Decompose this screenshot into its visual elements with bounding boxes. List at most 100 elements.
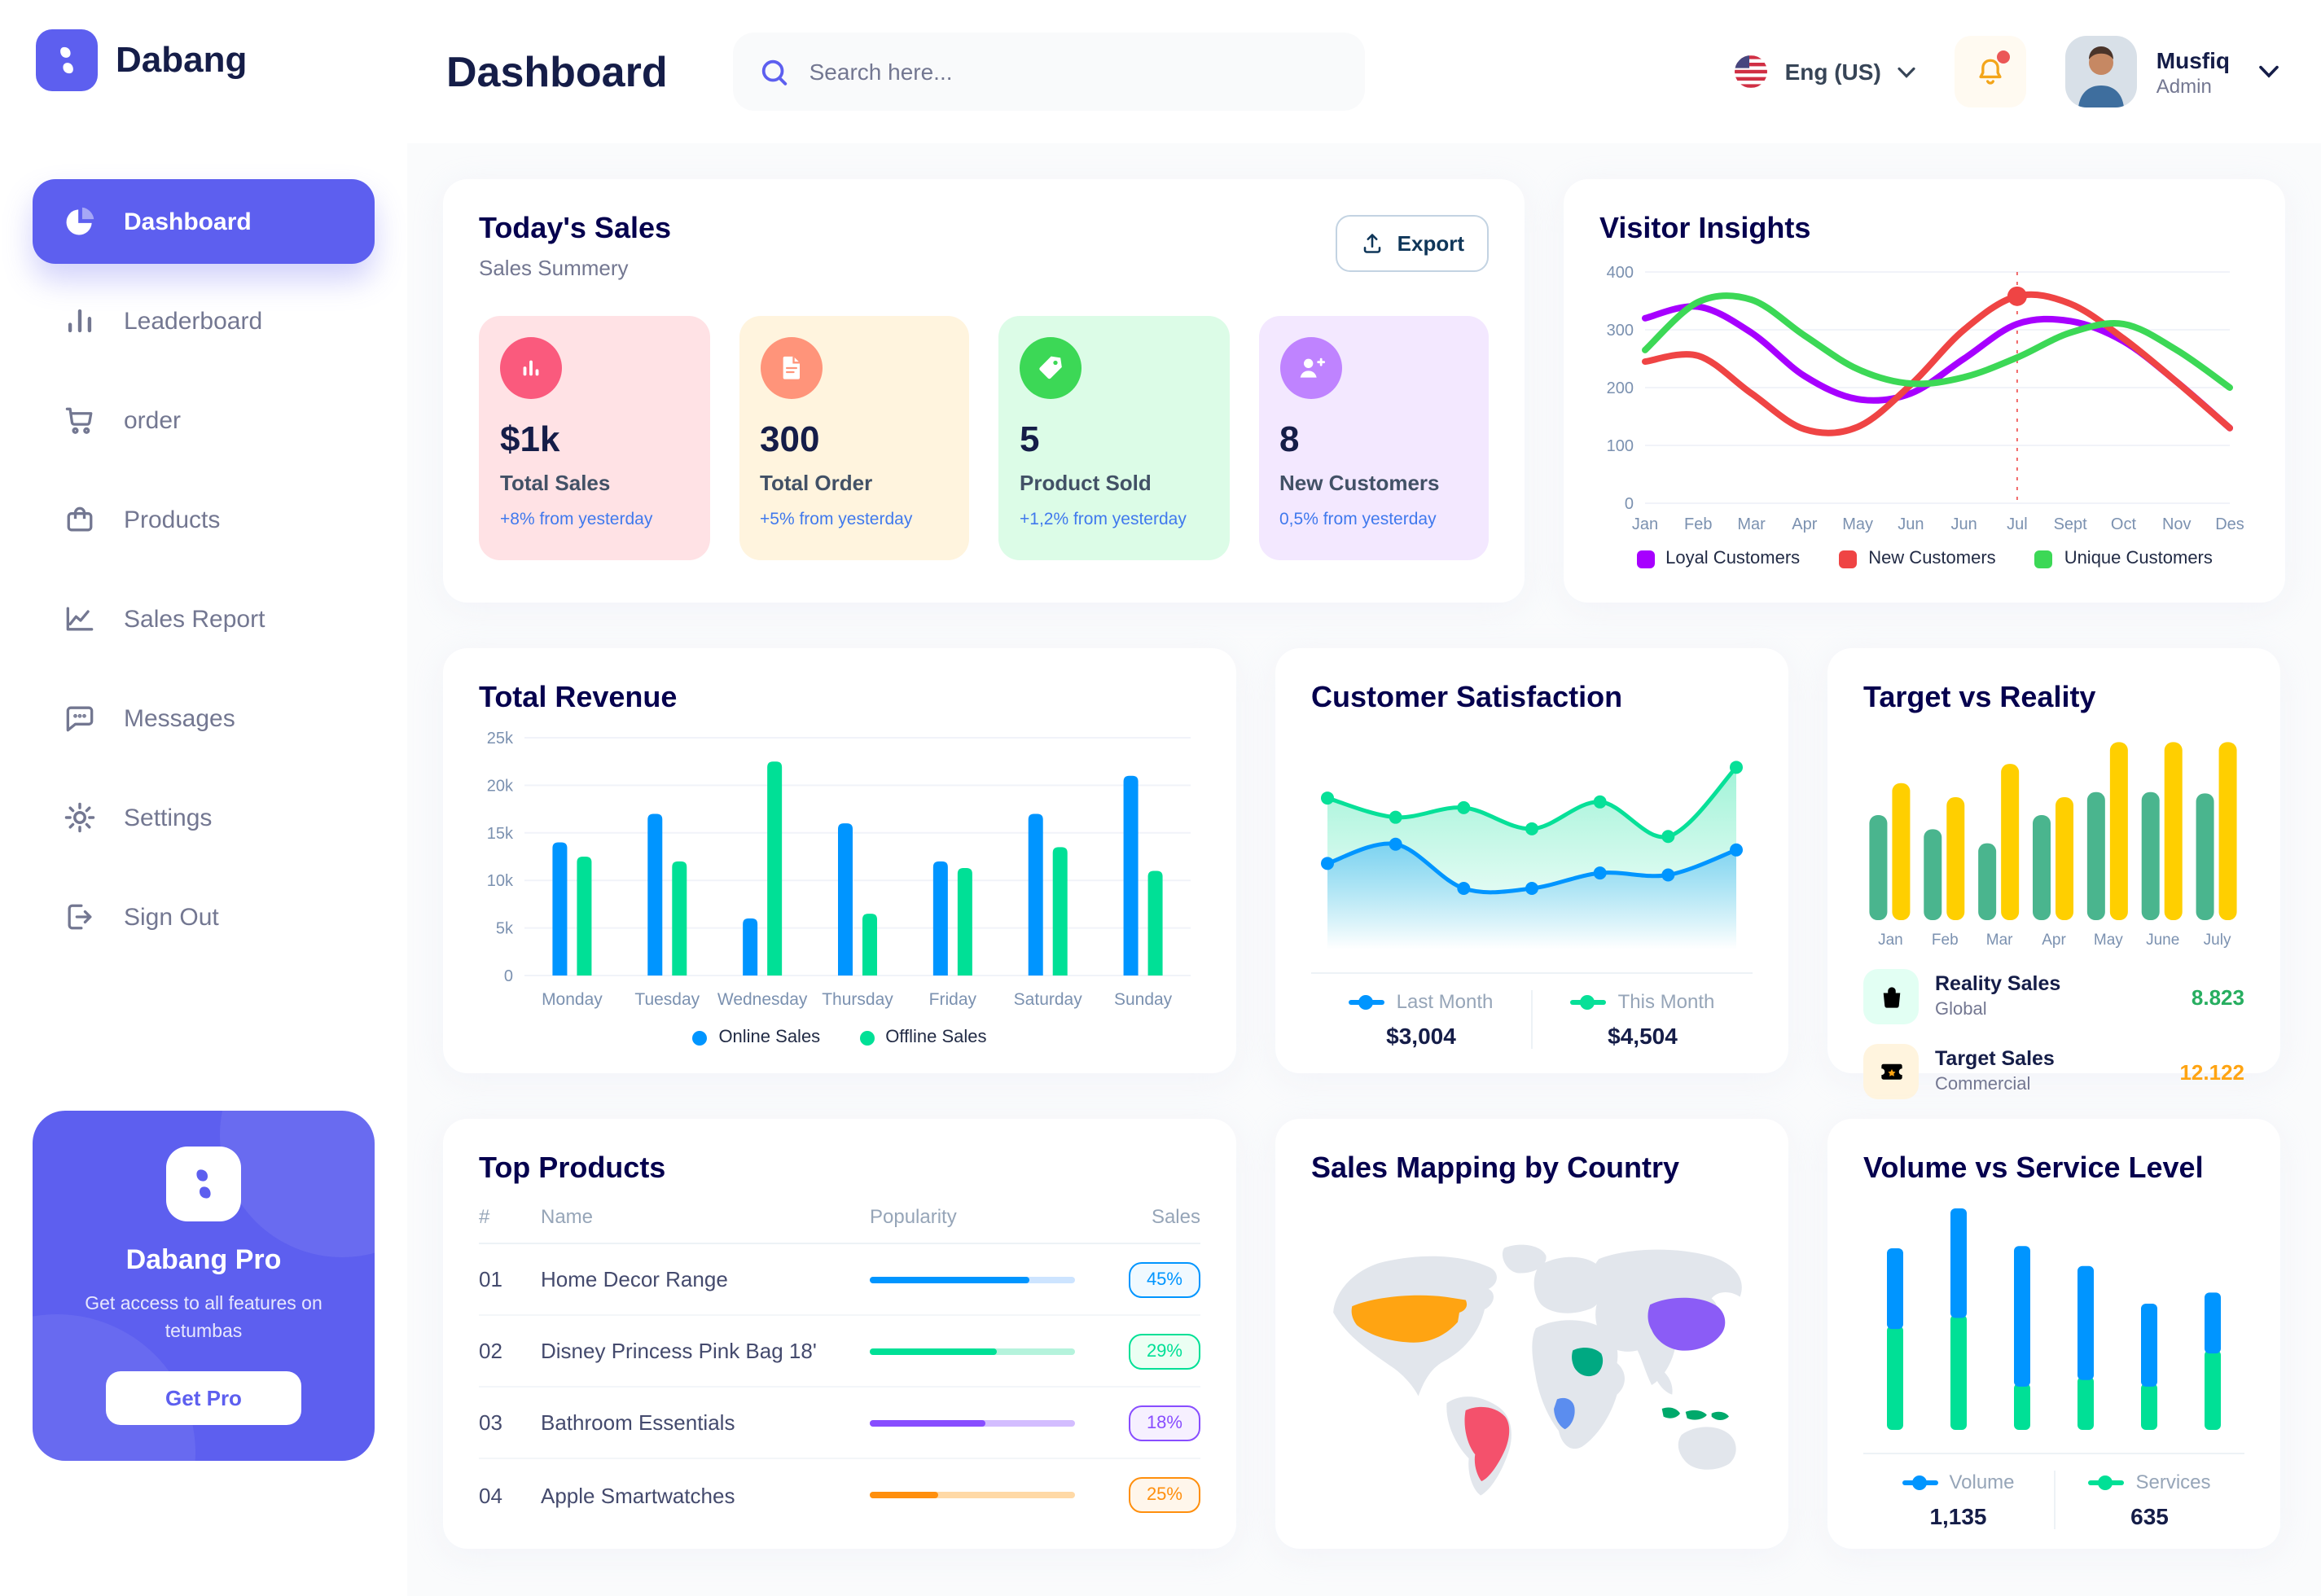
country-indonesia <box>1661 1407 1729 1421</box>
summary-label: New Customers <box>1279 471 1440 495</box>
sales-badge: 25% <box>1128 1477 1200 1513</box>
search-input[interactable] <box>805 57 1339 86</box>
legend-swatch <box>692 1030 708 1045</box>
legend-value: 12.122 <box>2179 1059 2244 1084</box>
sidebar-item-label: Settings <box>124 804 213 831</box>
brand[interactable]: Dabang <box>33 29 375 91</box>
svg-text:Jan: Jan <box>1878 932 1903 949</box>
svg-text:Apr: Apr <box>2042 932 2066 949</box>
get-pro-button[interactable]: Get Pro <box>106 1370 301 1424</box>
header: Dashboard Eng (US) <box>407 0 2321 143</box>
legend-value: 8.823 <box>2191 984 2244 1009</box>
svg-text:Friday: Friday <box>929 990 977 1009</box>
legend-swatch <box>859 1030 875 1045</box>
sidebar-item-messages[interactable]: Messages <box>33 676 375 761</box>
sidebar-item-label: order <box>124 406 182 434</box>
country-usa <box>1351 1295 1468 1343</box>
volume-vs-service-card: Volume vs Service Level Volume 1,135 Servi… <box>1827 1119 2280 1549</box>
svg-text:May: May <box>2094 932 2123 949</box>
product-name: Home Decor Range <box>541 1267 728 1291</box>
legend-label: Target Sales Commercial <box>1935 1046 2055 1097</box>
sidebar-item-sign-out[interactable]: Sign Out <box>33 875 375 959</box>
summary-delta: +1,2% from yesterday <box>1020 510 1187 529</box>
continent-europe <box>1533 1256 1602 1313</box>
page-title: Dashboard <box>446 46 668 95</box>
user-menu[interactable]: Musfiq Admin <box>2064 36 2279 107</box>
svg-text:200: 200 <box>1607 379 1634 397</box>
sales-badge: 18% <box>1128 1405 1200 1440</box>
bell-icon <box>1979 59 2002 85</box>
notifications-button[interactable] <box>1954 36 2026 107</box>
table-row-disney-princess-pink-bag-18-[interactable]: 02 Disney Princess Pink Bag 18' 29% <box>479 1316 1200 1388</box>
table-row-home-decor-range[interactable]: 01 Home Decor Range 45% <box>479 1244 1200 1316</box>
pie-icon <box>62 204 98 239</box>
sidebar: Dabang Dashboard Leaderboard order Products… <box>0 0 407 1596</box>
user-chevron-down-icon <box>2259 65 2279 78</box>
chart-icon <box>62 601 98 637</box>
svg-text:Thursday: Thursday <box>822 990 893 1009</box>
product-number: 01 <box>479 1267 502 1291</box>
svg-text:Saturday: Saturday <box>1014 990 1083 1009</box>
chevron-down-icon <box>1898 66 1915 77</box>
svg-text:July: July <box>2204 932 2231 949</box>
export-icon <box>1363 234 1380 253</box>
cart-icon <box>62 402 98 438</box>
target-vs-reality-chart: Jan Feb Mar Apr May June July <box>1863 728 2244 953</box>
total-revenue-card: Total Revenue 0 5k 10k 15k 20k 25k Monday Tuesd… <box>443 648 1236 1073</box>
svg-text:5k: 5k <box>496 920 514 938</box>
table-row-apple-smartwatches[interactable]: 04 Apple Smartwatches 25% <box>479 1459 1200 1531</box>
gear-icon <box>62 800 98 835</box>
customer-satisfaction-legend: Last Month $3,004 This Month $4,504 <box>1311 972 1753 1049</box>
stat-last-month: Last Month $3,004 <box>1311 990 1531 1049</box>
stat-value: 635 <box>2130 1503 2169 1529</box>
svg-text:400: 400 <box>1607 264 1634 282</box>
export-button[interactable]: Export <box>1335 215 1489 272</box>
product-number: 03 <box>479 1410 502 1435</box>
sidebar-item-settings[interactable]: Settings <box>33 775 375 860</box>
row-2: Total Revenue 0 5k 10k 15k 20k 25k Monday Tuesd… <box>443 648 2284 1099</box>
row-3: Top Products # Name Popularity Sales 01 H… <box>443 1119 2284 1549</box>
total-revenue-title: Total Revenue <box>479 681 678 713</box>
summary-card-new-customers: 8 New Customers 0,5% from yesterday <box>1258 316 1489 560</box>
svg-text:Sept: Sept <box>2054 515 2088 533</box>
sales-mapping-card: Sales Mapping by Country <box>1275 1119 1788 1549</box>
pro-logo-icon <box>166 1147 241 1221</box>
pro-description: Get access to all features on tetumbas <box>85 1295 322 1343</box>
svg-text:Oct: Oct <box>2111 515 2137 533</box>
sidebar-item-products[interactable]: Products <box>33 477 375 562</box>
visitor-insights-chart: 400 300 200 100 0 Jan Feb Mar Apr May Jun Jun Jul Sep… <box>1599 259 2249 539</box>
svg-text:Mar: Mar <box>1986 932 2013 949</box>
bars-icon <box>62 303 98 339</box>
legend-item-new-customers: New Customers <box>1839 549 1996 568</box>
svg-text:Nov: Nov <box>2162 515 2192 533</box>
summary-value: $1k <box>500 419 560 459</box>
tag-icon <box>1020 337 1082 399</box>
svg-text:Des: Des <box>2215 515 2244 533</box>
sidebar-item-dashboard[interactable]: Dashboard <box>33 179 375 264</box>
sidebar-item-leaderboard[interactable]: Leaderboard <box>33 278 375 363</box>
customer-satisfaction-card: Customer Satisfaction Last Month $3,004 Th… <box>1275 648 1788 1073</box>
table-row-bathroom-essentials[interactable]: 03 Bathroom Essentials 18% <box>479 1388 1200 1459</box>
volume-vs-service-legend: Volume 1,135 Services 635 <box>1863 1453 2244 1529</box>
search-icon <box>759 56 790 87</box>
main-area: Dashboard Eng (US) <box>407 0 2321 1596</box>
svg-text:10k: 10k <box>487 872 514 890</box>
sidebar-item-label: Products <box>124 506 221 533</box>
sidebar-item-sales-report[interactable]: Sales Report <box>33 577 375 661</box>
top-products-header-row: # Name Popularity Sales <box>479 1205 1200 1244</box>
product-number: 04 <box>479 1483 502 1507</box>
sidebar-item-label: Dashboard <box>124 208 252 235</box>
language-selector[interactable]: Eng (US) <box>1733 54 1915 90</box>
customer-satisfaction-title: Customer Satisfaction <box>1311 681 1623 713</box>
ticket-icon <box>1863 1044 1919 1099</box>
sidebar-item-label: Messages <box>124 704 235 732</box>
legend-item-unique-customers: Unique Customers <box>2034 549 2213 568</box>
logout-icon <box>62 899 98 935</box>
svg-text:0: 0 <box>1625 495 1634 513</box>
sidebar-item-order[interactable]: order <box>33 378 375 463</box>
svg-text:Jan: Jan <box>1632 515 1658 533</box>
search-bar[interactable] <box>732 33 1365 111</box>
legend-item-loyal-customers: Loyal Customers <box>1636 549 1800 568</box>
svg-text:Sunday: Sunday <box>1114 990 1173 1009</box>
